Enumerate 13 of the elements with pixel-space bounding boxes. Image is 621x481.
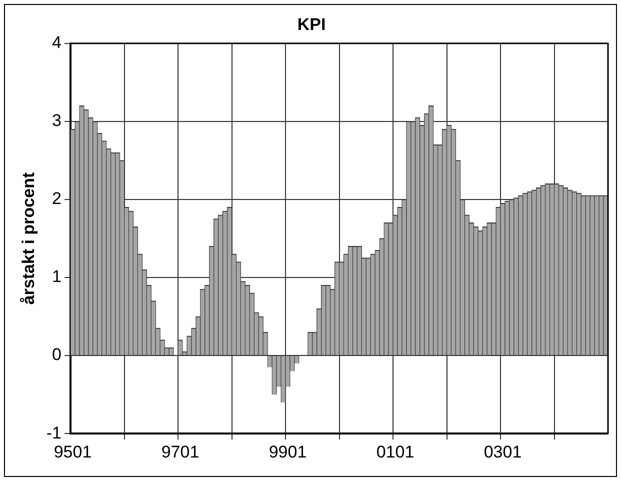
- y-tick-label: -1: [46, 423, 62, 442]
- y-axis-title: årstakt i procent: [18, 172, 38, 305]
- x-tick-label: 9901: [268, 442, 307, 462]
- y-tick-label: 2: [52, 189, 62, 208]
- x-tick-label: 0101: [376, 442, 414, 462]
- x-tick-label: 9701: [161, 442, 200, 462]
- y-tick-label: 4: [52, 33, 62, 52]
- y-tick-label: 0: [52, 345, 62, 364]
- x-tick-label: 9501: [54, 442, 92, 462]
- y-tick-label: 1: [52, 267, 62, 286]
- x-tick-label: 0301: [484, 442, 522, 462]
- chart-title: KPI: [297, 14, 326, 34]
- y-tick-label: 3: [52, 111, 62, 130]
